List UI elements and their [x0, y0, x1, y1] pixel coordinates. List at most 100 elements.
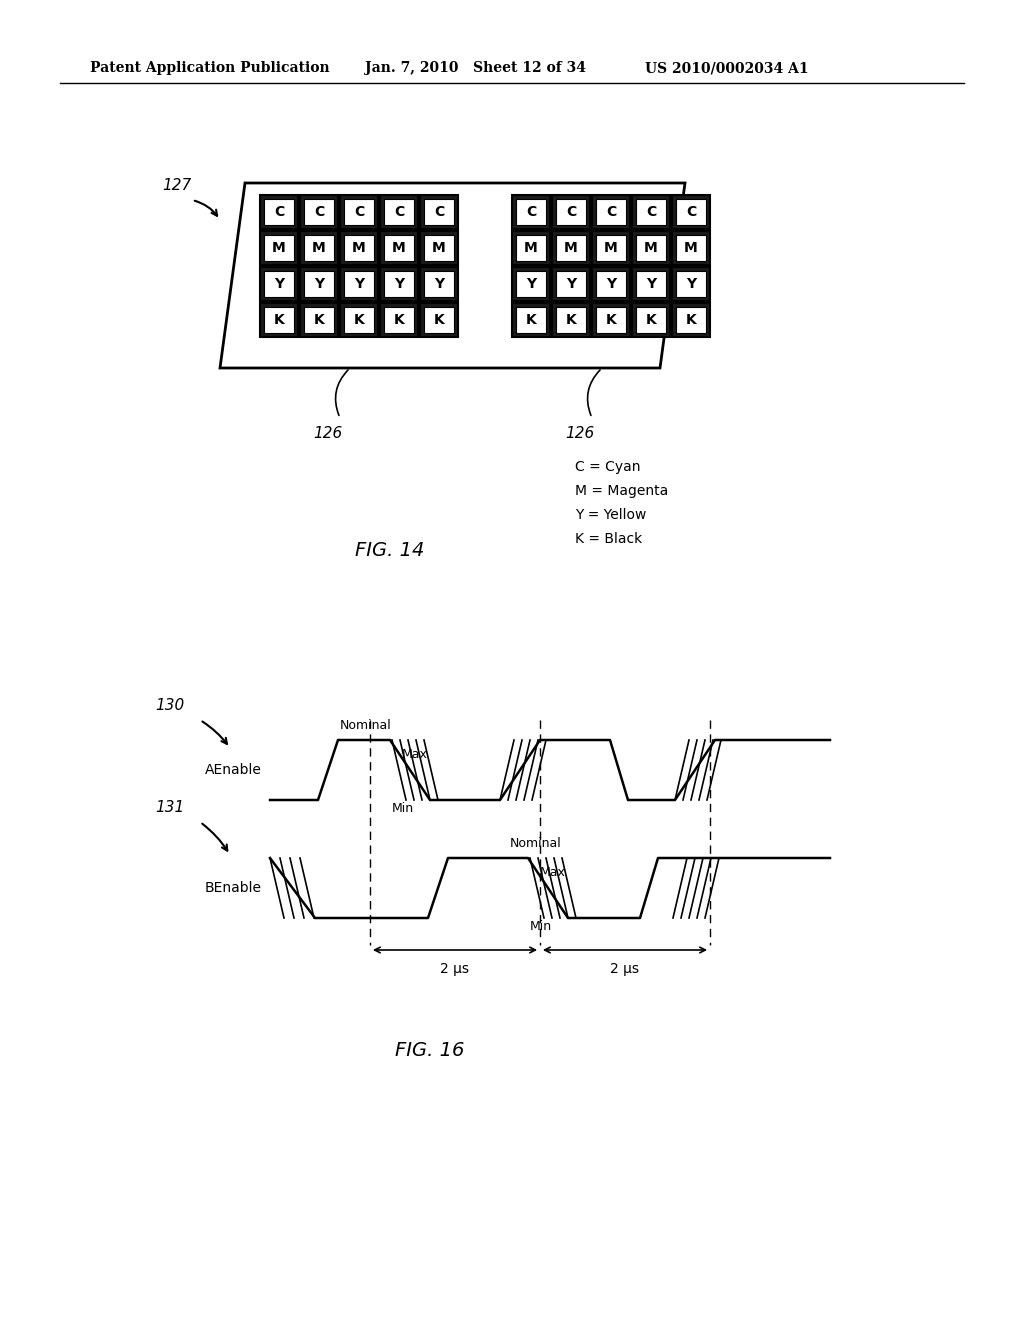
Bar — [420, 304, 458, 337]
Bar — [632, 231, 670, 265]
Bar — [636, 271, 666, 297]
Text: K: K — [433, 313, 444, 327]
Text: K: K — [686, 313, 696, 327]
Text: Min: Min — [530, 920, 552, 933]
Text: Jan. 7, 2010   Sheet 12 of 34: Jan. 7, 2010 Sheet 12 of 34 — [365, 61, 586, 75]
Text: Y: Y — [354, 277, 365, 290]
Bar — [556, 271, 586, 297]
Bar — [340, 267, 378, 301]
Bar — [552, 195, 590, 228]
Bar — [676, 235, 706, 261]
Bar — [260, 304, 298, 337]
Bar — [596, 199, 626, 224]
Text: M: M — [392, 242, 406, 255]
Bar — [596, 308, 626, 333]
Bar — [636, 235, 666, 261]
Bar — [592, 195, 630, 228]
Text: Y: Y — [606, 277, 616, 290]
Bar — [300, 304, 338, 337]
Text: C = Cyan
M = Magenta
Y = Yellow
K = Black: C = Cyan M = Magenta Y = Yellow K = Blac… — [575, 459, 669, 545]
Text: 130: 130 — [155, 697, 184, 713]
Text: Y: Y — [394, 277, 404, 290]
Text: Nominal: Nominal — [510, 837, 562, 850]
Bar — [424, 308, 454, 333]
Text: C: C — [394, 205, 404, 219]
Bar — [420, 231, 458, 265]
Bar — [420, 195, 458, 228]
Text: 127: 127 — [162, 177, 191, 193]
Text: Y: Y — [646, 277, 656, 290]
Bar — [596, 235, 626, 261]
Bar — [304, 235, 334, 261]
Bar — [344, 199, 374, 224]
Bar — [556, 235, 586, 261]
Bar — [592, 304, 630, 337]
Bar — [672, 267, 710, 301]
Text: M: M — [564, 242, 578, 255]
Bar — [340, 195, 378, 228]
Bar — [556, 308, 586, 333]
Text: C: C — [314, 205, 325, 219]
Bar — [636, 308, 666, 333]
Bar — [672, 304, 710, 337]
Text: C: C — [566, 205, 577, 219]
Bar — [516, 271, 546, 297]
Text: Y: Y — [526, 277, 536, 290]
Bar — [384, 235, 414, 261]
Text: Y: Y — [314, 277, 324, 290]
Text: C: C — [273, 205, 284, 219]
Text: K: K — [605, 313, 616, 327]
Bar — [512, 231, 550, 265]
Bar — [424, 199, 454, 224]
Bar — [300, 195, 338, 228]
Bar — [380, 195, 418, 228]
Bar — [516, 199, 546, 224]
Bar — [300, 231, 338, 265]
Text: Y: Y — [566, 277, 577, 290]
Text: 131: 131 — [155, 800, 184, 816]
Bar — [512, 304, 550, 337]
Bar — [344, 271, 374, 297]
Bar — [516, 308, 546, 333]
Text: M: M — [604, 242, 617, 255]
Bar — [420, 267, 458, 301]
Bar — [592, 267, 630, 301]
Bar — [264, 271, 294, 297]
Text: K: K — [353, 313, 365, 327]
Bar — [384, 308, 414, 333]
Text: Y: Y — [274, 277, 284, 290]
Text: Y: Y — [434, 277, 444, 290]
Text: 2 μs: 2 μs — [610, 962, 640, 975]
Bar — [380, 267, 418, 301]
Bar — [260, 267, 298, 301]
Bar — [340, 304, 378, 337]
Bar — [596, 271, 626, 297]
Text: M: M — [312, 242, 326, 255]
Bar — [260, 195, 298, 228]
Text: C: C — [686, 205, 696, 219]
Bar — [384, 271, 414, 297]
Bar — [384, 199, 414, 224]
Text: Patent Application Publication: Patent Application Publication — [90, 61, 330, 75]
Bar — [512, 195, 550, 228]
Text: K: K — [393, 313, 404, 327]
Bar — [424, 235, 454, 261]
Text: K: K — [313, 313, 325, 327]
Text: Min: Min — [392, 803, 414, 814]
Text: Max: Max — [540, 866, 566, 879]
Bar — [340, 231, 378, 265]
Text: C: C — [354, 205, 365, 219]
Text: K: K — [565, 313, 577, 327]
Text: M: M — [644, 242, 657, 255]
Bar — [552, 304, 590, 337]
Text: M: M — [432, 242, 445, 255]
Text: FIG. 14: FIG. 14 — [355, 540, 425, 560]
Text: BEnable: BEnable — [205, 880, 262, 895]
Text: Y: Y — [686, 277, 696, 290]
Bar — [676, 271, 706, 297]
Text: 2 μs: 2 μs — [440, 962, 469, 975]
Text: US 2010/0002034 A1: US 2010/0002034 A1 — [645, 61, 809, 75]
Text: M: M — [524, 242, 538, 255]
Text: C: C — [606, 205, 616, 219]
Bar — [556, 199, 586, 224]
